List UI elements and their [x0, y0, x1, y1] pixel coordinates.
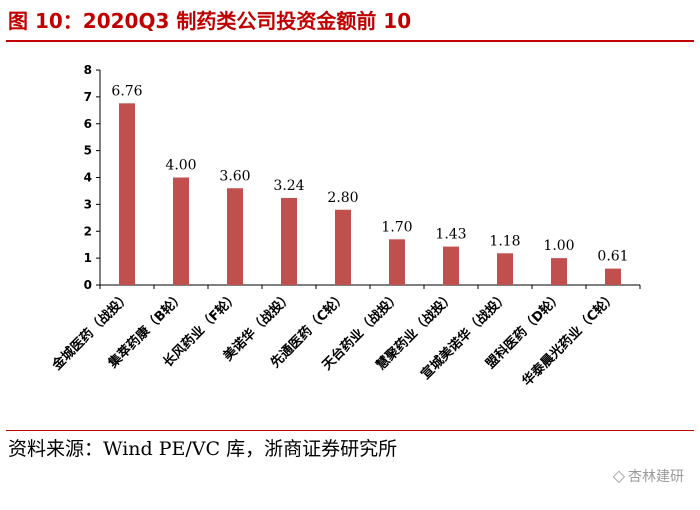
title-rule — [6, 40, 694, 42]
bar — [281, 197, 297, 285]
y-tick-label: 5 — [84, 144, 92, 158]
y-tick-label: 2 — [84, 224, 92, 238]
bar — [389, 239, 405, 285]
bar — [443, 246, 459, 285]
y-tick-label: 0 — [84, 278, 92, 292]
bar — [173, 177, 189, 285]
chart-bars — [119, 103, 621, 285]
bar — [497, 253, 513, 285]
data-label: 4.00 — [165, 158, 196, 174]
y-tick-label: 8 — [84, 63, 92, 77]
figure-title: 图 10：2020Q3 制药类公司投资金额前 10 — [8, 9, 412, 33]
source-note: 资料来源：Wind PE/VC 库，浙商证券研究所 — [8, 438, 398, 460]
watermark: ◇ 杏林建研 — [613, 466, 684, 486]
data-label: 1.70 — [381, 219, 412, 235]
y-tick-label: 3 — [84, 197, 92, 211]
y-tick-label: 7 — [84, 90, 92, 104]
category-label: 宣城美诺华（战投） — [418, 289, 512, 383]
y-tick-label: 1 — [84, 251, 92, 265]
source-rule — [6, 430, 694, 431]
y-tick-label: 6 — [84, 117, 92, 131]
data-label: 6.76 — [111, 83, 142, 99]
data-label: 3.24 — [273, 178, 304, 194]
bar — [227, 188, 243, 285]
data-label: 0.61 — [597, 249, 628, 265]
bar — [335, 209, 351, 285]
bar — [551, 258, 567, 285]
bar — [119, 103, 135, 285]
data-label: 2.80 — [327, 190, 358, 206]
bar — [605, 268, 621, 285]
watermark-text: 杏林建研 — [628, 469, 684, 485]
y-tick-label: 4 — [84, 171, 92, 185]
data-label: 3.60 — [219, 168, 250, 184]
wechat-icon: ◇ — [612, 466, 625, 485]
data-label: 1.18 — [489, 233, 520, 249]
data-label: 1.00 — [543, 238, 574, 254]
category-label: 华泰晨光药业（C轮） — [519, 289, 620, 390]
chart-axes: 0 1 2 3 4 5 6 7 8 — [84, 63, 641, 292]
data-label: 1.43 — [435, 227, 466, 243]
